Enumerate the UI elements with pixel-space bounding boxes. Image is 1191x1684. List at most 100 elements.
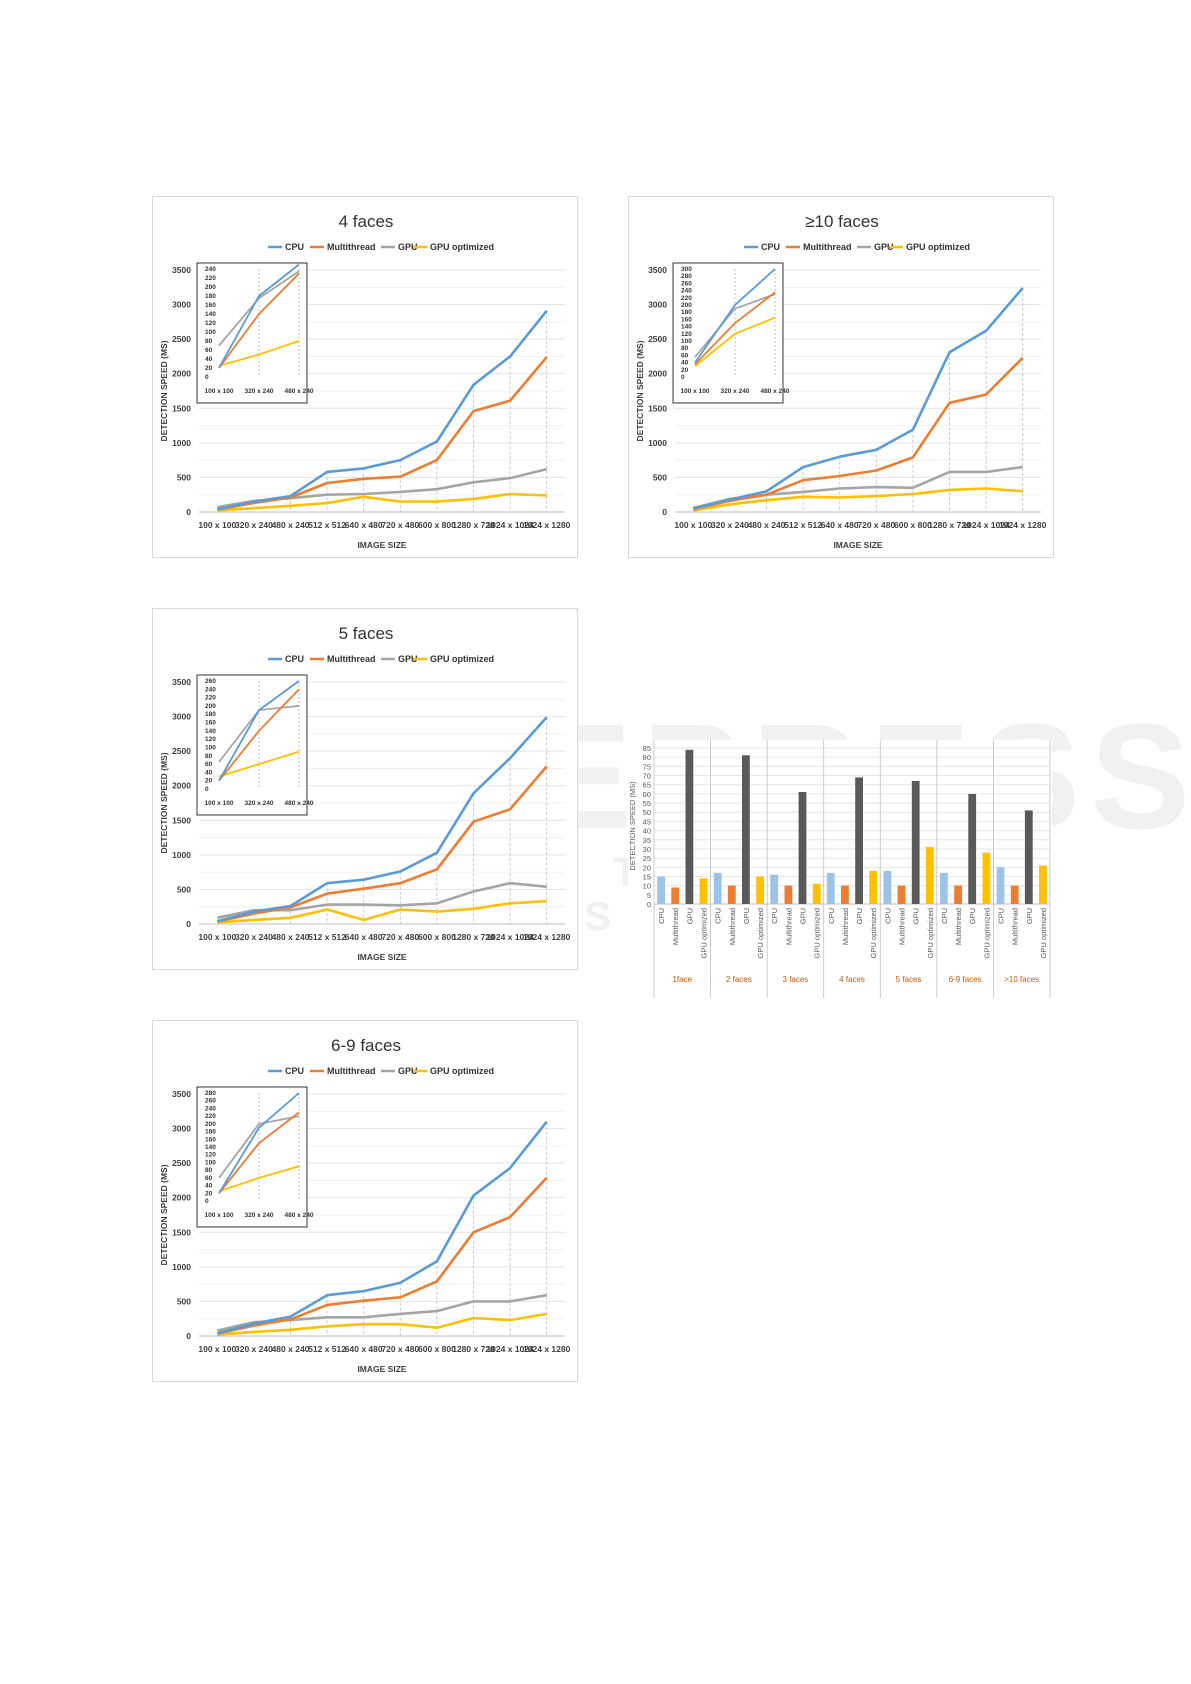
x-axis-label: IMAGE SIZE [357,952,406,962]
y-tick-label: 1500 [648,403,667,413]
inset-y-tick: 20 [681,367,689,374]
legend-label-multithread: Multithread [327,242,376,252]
x-tick-label: 480 x 240 [272,1344,310,1354]
bar-3-faces-multithread [784,885,793,904]
bar-6-9-faces-cpu [940,872,948,904]
y-tick-label: 500 [177,1296,191,1306]
inset-frame [196,1086,308,1228]
y-tick-label: 2000 [172,781,191,791]
bar-series-label: CPU [827,908,836,924]
x-tick-label: 720 x 480 [381,1344,419,1354]
y-tick-label: 3000 [172,300,191,310]
bar-10-faces-gpu [1024,810,1033,904]
legend-label-multithread: Multithread [803,242,852,252]
group-label: 5 faces [896,975,922,984]
x-tick-label: 640 x 480 [345,1344,383,1354]
y-tick-label: 30 [643,845,651,854]
inset-series-gpu-optimized [218,340,300,367]
y-tick-label: 20 [643,863,651,872]
bar-series-label: Multithread [898,908,907,945]
inset-series-gpu [218,1115,300,1179]
y-tick-label: 2000 [648,369,667,379]
inset-y-tick: 160 [205,720,216,727]
bar-series-label: GPU optimized [926,908,935,958]
inset-y-tick: 260 [205,1098,216,1105]
y-tick-label: 75 [643,762,651,771]
y-tick-label: 0 [186,507,191,517]
x-tick-label: 640 x 480 [345,932,383,942]
line-chart-svg: 5 faces CPU Multithread GPU GPU optimized 0 50… [159,624,571,962]
inset-series-multithread [694,291,776,366]
x-tick-label: 600 x 800 [418,1344,456,1354]
inset-series-gpu-optimized [694,316,776,367]
inset-y-tick: 280 [681,273,692,280]
legend-label-gpu: GPU [398,1066,418,1076]
x-tick-label: 320 x 240 [711,520,749,530]
x-tick-label: 600 x 800 [418,520,456,530]
bar-5-faces-gpu-optimized [925,847,934,904]
inset-y-tick: 0 [205,1198,209,1205]
y-tick-label: 500 [177,884,191,894]
inset-series-gpu-optimized [218,750,300,778]
inset-x-tick: 480 x 240 [285,388,314,395]
x-tick-label: 480 x 240 [272,520,310,530]
y-tick-label: 10 [643,882,651,891]
inset-y-tick: 20 [205,778,213,785]
y-tick-label: 60 [643,790,651,799]
x-tick-label: 1024 x 1024 [486,1344,534,1354]
inset-y-tick: 160 [205,302,216,309]
x-axis-label: IMAGE SIZE [833,540,882,550]
bar-4-faces-gpu-optimized [869,871,878,904]
y-tick-label: 3500 [172,1089,191,1099]
x-tick-label: 1024 x 1280 [523,932,571,942]
inset-y-tick: 140 [205,1144,216,1151]
chart-title: 4 faces [339,212,394,231]
group-label: 1face [672,975,692,984]
inset-y-tick: 60 [205,761,213,768]
inset-x-tick: 480 x 240 [285,1212,314,1219]
inset-x-tick: 100 x 100 [205,800,234,807]
y-tick-label: 15 [643,872,651,881]
inset-y-tick: 100 [205,1159,216,1166]
inset-y-tick: 180 [205,711,216,718]
y-tick-label: 5 [647,891,651,900]
bar-4-faces-multithread [841,885,849,904]
inset-y-tick: 260 [681,280,692,287]
inset-y-tick: 200 [205,703,216,710]
inset-y-tick: 120 [205,736,216,743]
inset-y-tick: 220 [205,695,216,702]
x-tick-label: 100 x 100 [198,932,236,942]
bar-series-label: GPU [968,908,977,924]
inset-y-tick: 100 [205,329,216,336]
inset-y-tick: 220 [205,275,216,282]
y-axis-label: DETECTION SPEED (MS) [159,752,169,853]
x-axis-label: IMAGE SIZE [357,1364,406,1374]
bar-series-label: GPU optimized [982,908,991,958]
inset-series-gpu [218,270,300,347]
x-tick-label: 512 x 512 [308,932,346,942]
y-axis-label: DETECTION SPEED (MS) [635,340,645,441]
legend-label-gpu-optimized: GPU optimized [430,242,494,252]
legend-label-gpu: GPU [398,242,418,252]
y-tick-label: 40 [643,827,651,836]
bar-2-faces-cpu [713,872,722,904]
x-tick-label: 512 x 512 [784,520,822,530]
y-tick-label: 3500 [172,677,191,687]
bar-series-label: GPU optimized [756,908,765,958]
x-tick-label: 640 x 480 [821,520,859,530]
bar-6-9-faces-gpu-optimized [982,852,991,904]
inset-x-tick: 480 x 240 [761,388,790,395]
y-tick-label: 1000 [172,438,191,448]
inset-y-tick: 60 [205,347,213,354]
bar-1face-cpu [657,876,665,904]
inset-series-multithread [218,688,300,782]
legend-label-cpu: CPU [761,242,780,252]
inset-y-tick: 20 [205,1190,213,1197]
line-chart-svg: 6-9 faces CPU Multithread GPU GPU optimized 0… [159,1036,571,1374]
group-label: 2 faces [726,975,752,984]
y-axis-label: DETECTION SPEED (MS) [159,1164,169,1265]
bar-series-label: GPU optimized [813,908,822,958]
series-line-gpu-optimized [217,492,547,512]
y-tick-label: 2500 [172,1158,191,1168]
legend-label-multithread: Multithread [327,1066,376,1076]
